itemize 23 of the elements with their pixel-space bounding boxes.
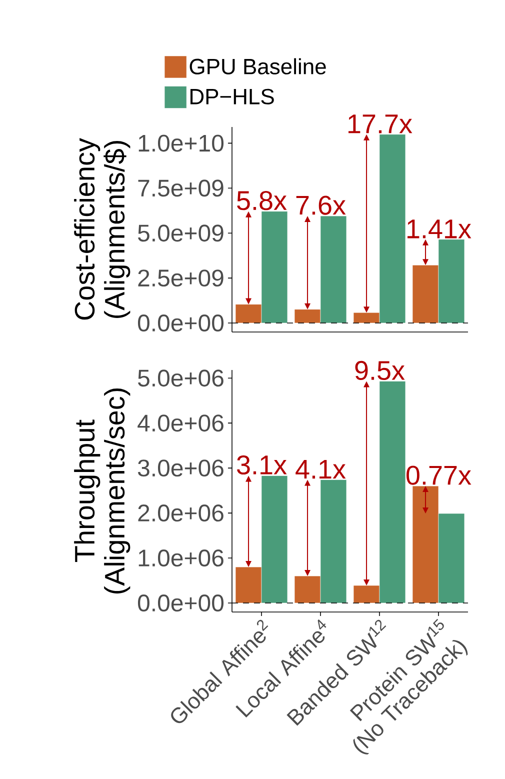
- y-tick-label: 2.0e+06: [138, 504, 224, 522]
- legend-label: DP−HLS: [190, 88, 274, 104]
- annotation: 3.1x: [237, 455, 287, 475]
- y-axis-title: Cost-efficiency (Alignments/$): [74, 138, 130, 320]
- y-tick-label: 1.0e+06: [138, 550, 224, 567]
- annotation: 17.7x: [348, 114, 412, 134]
- y-tick-label: 5.0e+06: [138, 370, 224, 387]
- y-axis-title: Throughput (Alignments/sec): [74, 388, 130, 594]
- annotation: 0.77x: [406, 466, 472, 485]
- annotation: 1.41x: [408, 220, 472, 238]
- annotation: 7.6x: [296, 196, 346, 215]
- annotation: 4.1x: [296, 460, 346, 479]
- y-tick-label: 3.0e+06: [138, 460, 224, 477]
- y-tick-label: 7.5e+09: [138, 180, 224, 197]
- y-tick-label: 0.0e+00: [138, 594, 224, 612]
- annotation: 5.8x: [237, 191, 287, 210]
- y-tick-label: 1.0e+10: [138, 134, 224, 152]
- y-tick-label: 2.5e+09: [138, 270, 224, 287]
- legend-label: GPU Baseline: [190, 58, 326, 74]
- y-tick-label: 5.0e+09: [138, 224, 224, 242]
- y-tick-label: 0.0e+00: [138, 314, 224, 332]
- y-tick-label: 4.0e+06: [138, 414, 224, 432]
- annotation: 9.5x: [355, 360, 405, 380]
